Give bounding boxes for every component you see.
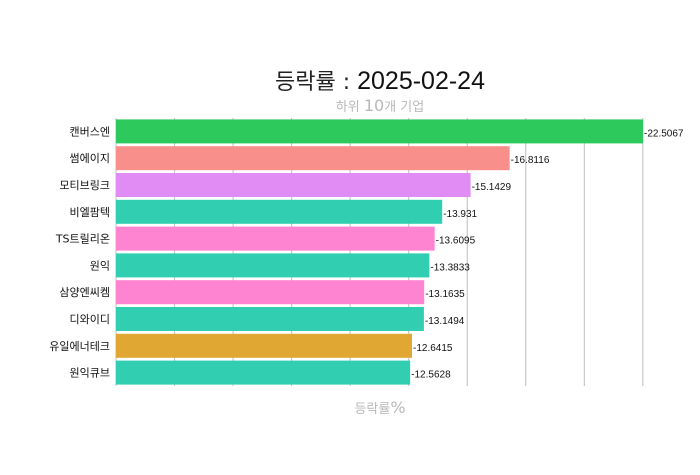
x-axis-label: 등락률%: [0, 398, 700, 417]
bar: [116, 146, 510, 171]
x-axis-label-text: 등락률: [354, 402, 391, 417]
value-label: -22.5067: [644, 128, 684, 139]
chart-subtitle: 하위 10개 기업: [0, 96, 700, 115]
category-label: 썸에이지: [70, 152, 110, 165]
category-label: 비엘팜텍: [70, 206, 110, 219]
category-label: 유일에너테크: [49, 339, 110, 353]
subtitle-suffix: 개 기업: [384, 100, 425, 115]
bar: [116, 307, 424, 331]
value-label: -12.6415: [413, 343, 453, 354]
bars: [116, 119, 643, 385]
category-label: 원익큐브: [70, 367, 110, 380]
bar: [116, 280, 425, 305]
category-label: 삼양엔씨켐: [59, 286, 110, 299]
value-label: -13.1494: [425, 316, 465, 327]
value-label: -12.5628: [411, 370, 451, 381]
x-axis-label-unit: %: [390, 398, 406, 417]
value-label: -13.6095: [436, 236, 476, 247]
value-label: -15.1429: [472, 182, 512, 193]
category-label: 원익: [90, 259, 110, 272]
bar: [116, 173, 471, 197]
category-label: 캔버스엔: [70, 125, 110, 138]
subtitle-number: 10: [363, 96, 385, 115]
category-label: TS트릴리온: [55, 233, 110, 246]
title-prefix: 등락률 :: [274, 70, 358, 95]
category-label: 디와이디: [70, 313, 110, 326]
bar: [116, 253, 430, 278]
value-label: -13.1635: [425, 289, 465, 300]
bar: [116, 199, 443, 224]
value-label: -16.8116: [511, 155, 550, 166]
title-date: 2025-02-24: [357, 67, 485, 95]
value-label: -13.931: [443, 209, 477, 220]
bar: [116, 360, 411, 385]
chart-title: 등락률 : 2025-02-24: [0, 64, 700, 96]
value-labels: -22.5067 -16.8116 -15.1429 -13.931 -13.6095 -…: [411, 128, 684, 380]
value-label: -13.3833: [430, 262, 470, 273]
bar: [116, 333, 413, 358]
category-label: 모티브링크: [59, 179, 110, 192]
bar: [116, 226, 435, 251]
bar: [116, 119, 643, 144]
subtitle-prefix: 하위: [335, 100, 364, 115]
